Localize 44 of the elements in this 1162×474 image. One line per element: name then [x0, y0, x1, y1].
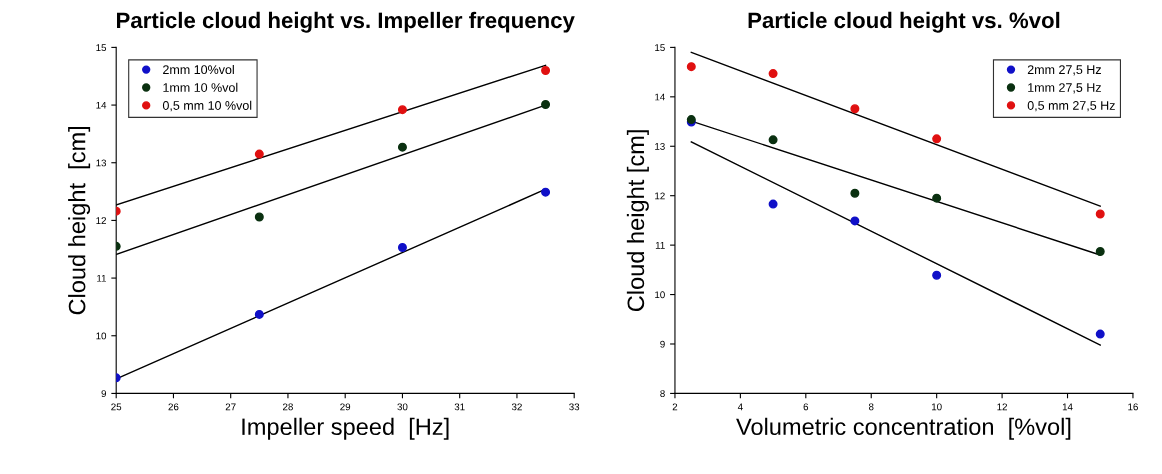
x-tick-label: 32: [511, 403, 522, 411]
y-axis-title: Cloud height [cm]: [68, 126, 91, 315]
x-tick-label: 16: [1128, 403, 1138, 411]
x-tick-label: 29: [340, 403, 351, 411]
x-axis-title: Volumetric concentration [%vol]: [736, 417, 1071, 440]
x-tick-label: 30: [397, 403, 408, 411]
y-tick-label: 10: [655, 291, 665, 299]
x-tick-label: 31: [454, 403, 465, 411]
y-tick-label: 9: [101, 390, 107, 398]
y-tick-label: 12: [655, 192, 665, 200]
x-tick-label: 10: [932, 403, 942, 411]
y-tick-label: 11: [97, 274, 106, 282]
x-tick-label: 33: [569, 403, 580, 411]
y-tick-label: 13: [96, 159, 107, 167]
x-tick-label: 2: [672, 403, 678, 411]
x-axis-title: Impeller speed [Hz]: [242, 417, 449, 440]
legend-label: 0,5 mm 27,5 Hz: [1027, 101, 1115, 112]
chart-title: Particle cloud height vs. Impeller frequency: [117, 11, 575, 33]
y-tick-label: 13: [655, 143, 665, 150]
legend-label: 0,5 mm 10 %vol: [162, 100, 252, 112]
y-tick-label: 9: [660, 340, 665, 348]
x-tick-label: 6: [803, 403, 809, 411]
y-tick-label: 14: [655, 93, 665, 101]
x-tick-label: 26: [168, 403, 179, 411]
y-axis-title: Cloud height [cm]: [626, 130, 649, 312]
x-tick-label: 28: [283, 403, 293, 411]
x-tick-label: 25: [111, 403, 122, 411]
y-tick-label: 15: [655, 44, 665, 52]
y-tick-label: 11: [655, 241, 665, 249]
x-tick-label: 4: [737, 403, 743, 411]
x-tick-label: 27: [225, 403, 236, 411]
legend-label: 1mm 10 %vol: [163, 82, 238, 92]
x-tick-label: 12: [997, 403, 1008, 411]
y-tick-label: 10: [96, 332, 107, 340]
legend-label: 2mm 10%vol: [163, 64, 234, 75]
x-tick-label: 8: [868, 403, 874, 411]
y-tick-label: 8: [660, 390, 665, 398]
chart-title: Particle cloud height vs. %vol: [748, 11, 1060, 33]
legend-label: 1mm 27,5 Hz: [1028, 83, 1101, 94]
y-tick-label: 12: [96, 217, 106, 224]
x-tick-label: 14: [1062, 403, 1073, 411]
y-tick-label: 14: [96, 101, 107, 109]
y-tick-label: 15: [96, 44, 107, 52]
legend-label: 2mm 27,5 Hz: [1027, 65, 1101, 76]
